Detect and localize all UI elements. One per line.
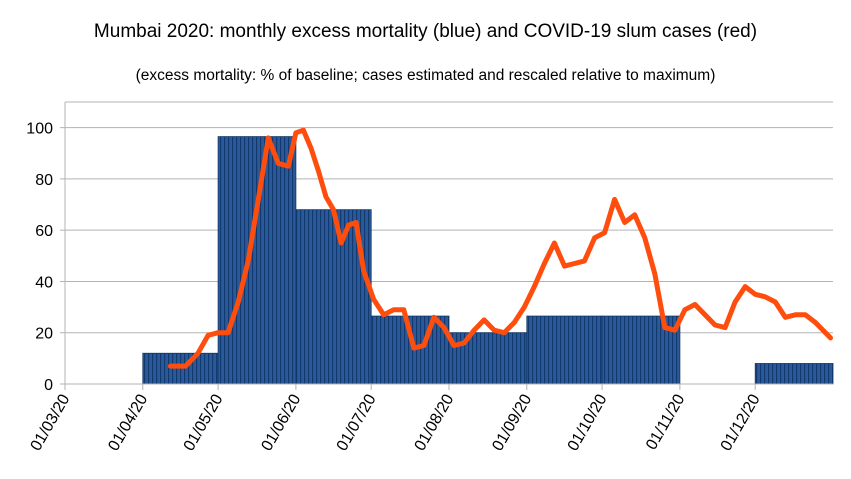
slum-cases-point [421, 343, 427, 348]
slum-cases-point [391, 307, 396, 312]
slum-cases-point [823, 330, 828, 335]
slum-cases-point [316, 169, 321, 174]
slum-cases-point [371, 297, 376, 302]
slum-cases-point [492, 328, 497, 333]
x-tick-label: 01/05/20 [181, 391, 227, 454]
slum-cases-point [642, 235, 647, 241]
x-tick-labels: 01/03/20 01/04/20 01/05/20 01/06/20 01/07/20… [28, 391, 764, 454]
slum-cases-point [183, 363, 188, 369]
slum-cases-point [411, 345, 417, 351]
chart-subtitle: (excess mortality: % of baseline; cases … [135, 67, 716, 84]
slum-cases-point [692, 302, 698, 307]
x-tick-label: 01/06/20 [259, 391, 305, 454]
slum-cases-point [205, 333, 211, 338]
slum-cases-point [602, 230, 607, 235]
slum-cases-point [712, 322, 718, 328]
slum-cases-point [773, 299, 778, 305]
slum-cases-point [461, 340, 467, 346]
slum-cases-point [293, 130, 299, 135]
bar-2020-05 [217, 136, 297, 385]
slum-cases-point [431, 315, 437, 320]
chart-title: Mumbai 2020: monthly excess mortality (b… [93, 21, 758, 42]
bar-2020-09 [526, 315, 603, 385]
bar-2020-08 [448, 332, 528, 385]
slum-cases-point [732, 299, 738, 305]
slum-cases-point [763, 294, 768, 299]
x-tick-label: 01/08/20 [412, 391, 458, 454]
y-tick-label: 100 [26, 121, 53, 138]
slum-cases-point [276, 161, 281, 166]
slum-cases-point [346, 222, 351, 228]
y-tick-label: 60 [35, 223, 53, 240]
axes [60, 102, 833, 390]
slum-cases-point [353, 220, 359, 225]
slum-cases-point [793, 312, 798, 317]
slum-cases-point [286, 163, 291, 169]
slum-cases-point [652, 271, 657, 276]
x-tick-label: 01/12/20 [718, 391, 764, 454]
x-tick-label: 01/11/20 [643, 391, 688, 452]
slum-cases-point [195, 351, 201, 356]
slum-cases-point [308, 145, 314, 151]
bar-2020-12 [754, 363, 834, 385]
slum-cases-point [828, 335, 833, 341]
slum-cases-point [236, 299, 241, 305]
slum-cases-point [481, 317, 487, 323]
x-tick-label: 01/10/20 [565, 391, 611, 454]
slum-cases-point [662, 325, 667, 330]
slum-cases-point [562, 263, 567, 269]
slum-cases-point [338, 240, 344, 246]
slum-cases-point [256, 197, 261, 202]
slum-cases-point [331, 207, 336, 212]
x-tick-label: 01/04/20 [105, 391, 151, 454]
slum-cases-line [167, 127, 833, 369]
slum-cases-point [572, 261, 577, 266]
y-tick-label: 0 [44, 377, 53, 394]
slum-cases-point [672, 328, 678, 333]
bar-2020-04 [142, 352, 219, 385]
slum-cases-point [803, 312, 808, 317]
slum-cases-point [612, 197, 617, 202]
slum-cases-point [381, 312, 386, 317]
slum-cases-point [622, 220, 627, 225]
y-tick-labels: 0 20 40 60 80 100 [26, 121, 53, 394]
slum-cases-point [522, 304, 527, 310]
x-tick-label: 01/09/20 [489, 391, 535, 454]
slum-cases-point [266, 135, 271, 141]
slum-cases-point [722, 325, 728, 330]
y-tick-label: 20 [35, 326, 53, 343]
slum-cases-point [168, 363, 173, 369]
slum-cases-point [592, 235, 597, 241]
slum-cases-point [502, 330, 507, 335]
y-tick-label: 40 [35, 274, 53, 291]
slum-cases-point [743, 284, 748, 289]
slum-cases-point [323, 194, 329, 200]
slum-cases-point [702, 312, 708, 317]
slum-cases-point [532, 284, 537, 289]
slum-cases-point [471, 328, 477, 333]
slum-cases-point [215, 330, 221, 335]
slum-cases-point [361, 269, 366, 274]
slum-cases-point [441, 325, 447, 330]
x-tick-label: 01/03/20 [28, 391, 74, 454]
slum-cases-point [401, 307, 406, 312]
slum-cases-point [246, 258, 251, 264]
slum-cases-point [301, 128, 306, 133]
slum-cases-point [632, 212, 637, 217]
slum-cases-point [813, 320, 818, 325]
y-tick-label: 80 [35, 172, 53, 189]
slum-cases-point [582, 258, 587, 264]
slum-cases-point [552, 240, 557, 246]
x-tick-label: 01/07/20 [334, 391, 380, 454]
slum-cases-point [225, 330, 231, 335]
slum-cases-point [512, 320, 517, 325]
slum-cases-point [542, 261, 547, 266]
slum-cases-point [451, 343, 457, 348]
slum-cases-point [753, 292, 758, 297]
slum-cases-point [682, 307, 688, 312]
slum-cases-point [783, 315, 788, 320]
